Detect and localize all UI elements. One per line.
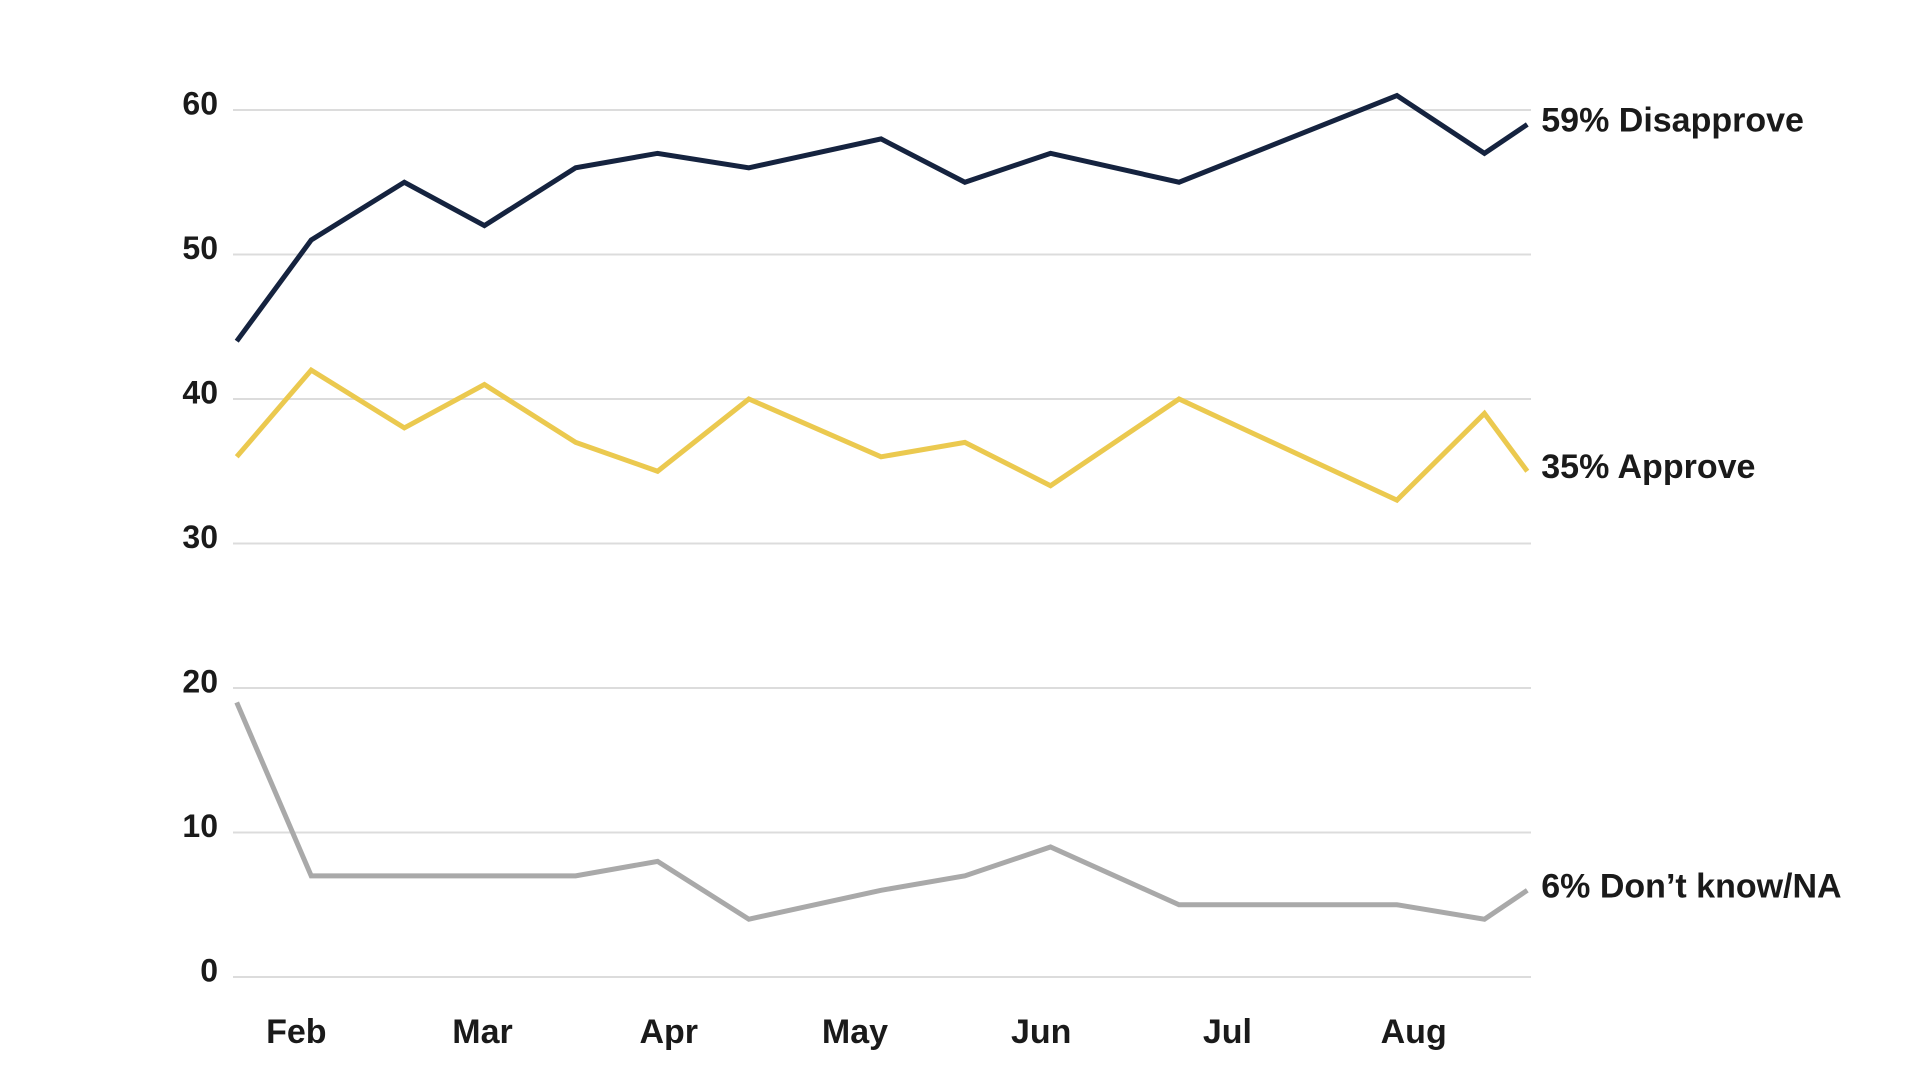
series-line (234, 366, 1530, 504)
series-label: 35% Approve (1541, 448, 1755, 486)
x-tick-label: Mar (452, 1013, 512, 1051)
y-tick-label: 0 (200, 952, 218, 988)
y-tick-label: 50 (182, 230, 218, 266)
y-tick-label: 30 (182, 519, 218, 555)
y-tick-label: 10 (182, 808, 218, 844)
x-tick-label: Jul (1203, 1013, 1252, 1051)
x-tick-label: May (822, 1013, 888, 1051)
y-tick-label: 20 (182, 663, 218, 699)
x-tick-label: Feb (266, 1013, 326, 1051)
x-tick-label: Jun (1011, 1013, 1071, 1051)
y-tick-label: 40 (182, 374, 218, 410)
series-label: 59% Disapprove (1541, 101, 1804, 139)
series-line (234, 92, 1529, 343)
series-line (234, 701, 1529, 922)
series-label: 6% Don’t know/NA (1541, 867, 1841, 905)
x-tick-label: Aug (1381, 1013, 1447, 1051)
y-tick-label: 60 (182, 85, 218, 121)
x-tick-label: Apr (639, 1013, 698, 1051)
